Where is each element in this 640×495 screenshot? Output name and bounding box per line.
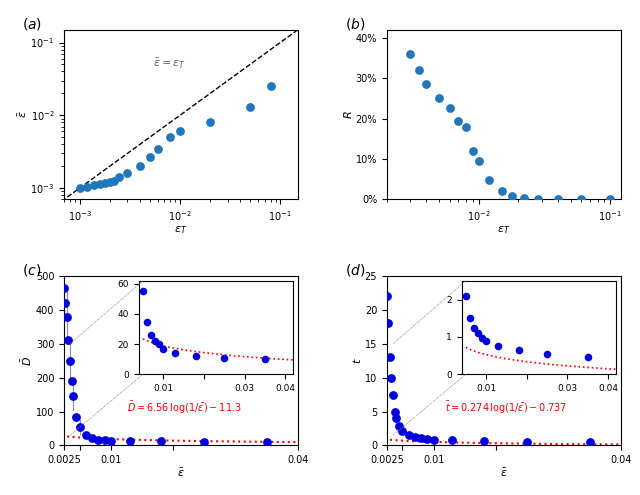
Point: [124, 437, 134, 445]
Point: [474, 157, 484, 165]
X-axis label: $\bar{\epsilon}$: $\bar{\epsilon}$: [177, 467, 185, 479]
X-axis label: $\epsilon_T$: $\epsilon_T$: [174, 224, 188, 236]
Point: [89, 181, 99, 189]
Point: [413, 66, 424, 74]
Point: [410, 434, 420, 442]
Point: [175, 128, 185, 136]
Point: [519, 194, 529, 202]
Text: $\bar{D}=6.56\,\log(1/\bar{\epsilon})-11.3$: $\bar{D}=6.56\,\log(1/\bar{\epsilon})-11…: [127, 399, 242, 416]
X-axis label: $\bar{\epsilon}$: $\bar{\epsilon}$: [500, 467, 508, 479]
Point: [74, 184, 84, 192]
Point: [266, 82, 276, 90]
Point: [262, 438, 272, 446]
Point: [135, 162, 145, 170]
Point: [553, 195, 563, 203]
Point: [385, 353, 395, 361]
Point: [394, 423, 404, 431]
Point: [497, 188, 507, 196]
Point: [99, 436, 109, 444]
Text: $(a)$: $(a)$: [22, 16, 42, 32]
Point: [484, 176, 494, 184]
Point: [65, 357, 76, 365]
Point: [468, 147, 478, 155]
Point: [391, 414, 401, 422]
Point: [81, 431, 91, 439]
Point: [71, 413, 81, 421]
Point: [461, 124, 471, 132]
Point: [68, 393, 79, 400]
Point: [74, 423, 84, 431]
Point: [422, 435, 433, 443]
Point: [93, 436, 104, 444]
Point: [388, 391, 398, 398]
Point: [421, 80, 431, 88]
Y-axis label: $\bar{\epsilon}$: $\bar{\epsilon}$: [17, 111, 29, 118]
Point: [405, 50, 415, 58]
Point: [109, 177, 119, 185]
Point: [576, 195, 586, 203]
Y-axis label: $R$: $R$: [342, 110, 354, 119]
Point: [87, 434, 97, 442]
X-axis label: $\epsilon_T$: $\epsilon_T$: [497, 224, 511, 236]
Text: $\bar{t}=0.274\,\log(1/\bar{\epsilon})-0.737$: $\bar{t}=0.274\,\log(1/\bar{\epsilon})-0…: [445, 399, 568, 416]
Point: [145, 153, 155, 161]
Point: [60, 299, 70, 307]
Point: [584, 439, 595, 446]
Y-axis label: $\bar{D}$: $\bar{D}$: [20, 355, 35, 366]
Point: [416, 435, 426, 443]
Point: [165, 133, 175, 141]
Point: [397, 427, 408, 435]
Y-axis label: $t$: $t$: [351, 357, 364, 364]
Point: [383, 319, 393, 327]
Point: [532, 195, 543, 202]
Point: [445, 104, 455, 112]
Point: [381, 292, 392, 300]
Point: [508, 192, 518, 200]
Point: [429, 436, 439, 444]
Text: $(b)$: $(b)$: [345, 16, 365, 32]
Point: [104, 178, 115, 186]
Point: [434, 94, 444, 101]
Point: [62, 312, 72, 320]
Point: [95, 180, 105, 188]
Point: [447, 437, 458, 445]
Point: [106, 437, 116, 445]
Point: [522, 438, 532, 446]
Point: [59, 284, 69, 292]
Point: [67, 377, 77, 385]
Point: [605, 196, 616, 203]
Point: [152, 145, 163, 152]
Point: [100, 179, 110, 187]
Point: [245, 103, 255, 111]
Text: $\bar{\epsilon}=\epsilon_T$: $\bar{\epsilon}=\epsilon_T$: [153, 57, 186, 71]
Point: [199, 438, 209, 446]
Text: $(d)$: $(d)$: [345, 262, 365, 278]
Point: [404, 431, 414, 439]
Point: [390, 407, 400, 415]
Point: [156, 438, 166, 446]
Point: [453, 117, 463, 125]
Text: $(c)$: $(c)$: [22, 262, 41, 278]
Point: [63, 336, 74, 344]
Point: [479, 437, 489, 445]
Point: [83, 183, 93, 191]
Point: [122, 169, 132, 177]
Point: [205, 118, 215, 126]
Point: [115, 174, 125, 182]
Point: [386, 374, 396, 382]
